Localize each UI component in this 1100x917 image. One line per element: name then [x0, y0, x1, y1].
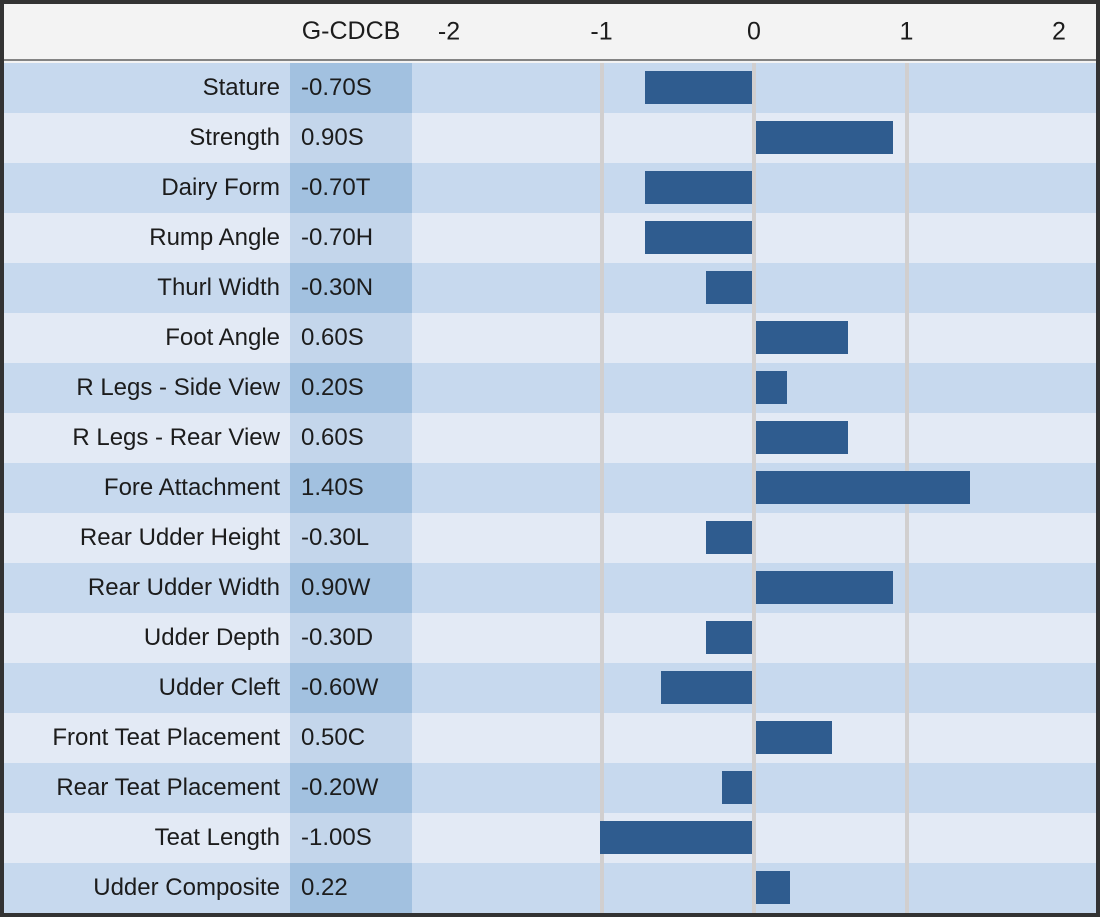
axis-tick-label: -2	[437, 17, 461, 45]
trait-bar	[706, 621, 752, 654]
trait-sta-value: -0.30D	[290, 613, 412, 663]
trait-sta-value: -0.60W	[290, 663, 412, 713]
trait-sta-value: 0.60S	[290, 413, 412, 463]
trait-bar	[756, 421, 848, 454]
trait-label: R Legs - Rear View	[4, 413, 290, 463]
trait-label: Thurl Width	[4, 263, 290, 313]
trait-bar	[756, 571, 894, 604]
trait-bar-area	[412, 163, 1096, 213]
trait-row: R Legs - Rear View 0.60S	[4, 413, 1096, 463]
trait-row: Rear Udder Height -0.30L	[4, 513, 1096, 563]
trait-row: Udder Composite 0.22	[4, 863, 1096, 913]
trait-label: Udder Cleft	[4, 663, 290, 713]
trait-sta-value: -0.30L	[290, 513, 412, 563]
trait-sta-value: -0.30N	[290, 263, 412, 313]
trait-label: Fore Attachment	[4, 463, 290, 513]
trait-row: Rear Udder Width 0.90W	[4, 563, 1096, 613]
axis-tick-labels: -2 -1 0 1 2	[412, 4, 1096, 59]
trait-label: Udder Composite	[4, 863, 290, 913]
trait-bar-area	[412, 113, 1096, 163]
trait-bar	[756, 871, 790, 904]
trait-row: Rump Angle -0.70H	[4, 213, 1096, 263]
value-column-header: G-CDCB	[301, 17, 401, 45]
trait-row: Strength 0.90S	[4, 113, 1096, 163]
trait-sta-value: -0.70H	[290, 213, 412, 263]
trait-bar	[706, 521, 752, 554]
trait-row: Dairy Form -0.70T	[4, 163, 1096, 213]
axis-tick-label: 1	[899, 17, 914, 45]
trait-bar	[756, 371, 787, 404]
trait-sta-value: -1.00S	[290, 813, 412, 863]
trait-row: Stature -0.70S	[4, 63, 1096, 113]
axis-tick-label: 2	[1052, 17, 1066, 45]
trait-label: Udder Depth	[4, 613, 290, 663]
trait-bar	[645, 221, 752, 254]
chart-header: G-CDCB -2 -1 0 1 2	[4, 4, 1096, 61]
trait-sta-value: 0.22	[290, 863, 412, 913]
trait-row: Foot Angle 0.60S	[4, 313, 1096, 363]
trait-bar	[756, 321, 848, 354]
trait-sta-value: 0.60S	[290, 313, 412, 363]
trait-label: Strength	[4, 113, 290, 163]
trait-row: R Legs - Side View 0.20S	[4, 363, 1096, 413]
trait-label: Foot Angle	[4, 313, 290, 363]
trait-bar	[721, 771, 752, 804]
trait-bar-area	[412, 713, 1096, 763]
trait-sta-value: -0.70S	[290, 63, 412, 113]
trait-bar-area	[412, 613, 1096, 663]
trait-bar-area	[412, 463, 1096, 513]
trait-sta-value: 0.20S	[290, 363, 412, 413]
trait-label: Teat Length	[4, 813, 290, 863]
trait-bar-area	[412, 263, 1096, 313]
trait-row: Teat Length -1.00S	[4, 813, 1096, 863]
trait-label: Front Teat Placement	[4, 713, 290, 763]
axis-tick-label: -1	[590, 17, 613, 45]
trait-bar-area	[412, 513, 1096, 563]
trait-bar	[756, 721, 833, 754]
trait-row: Udder Depth -0.30D	[4, 613, 1096, 663]
trait-sta-value: -0.70T	[290, 163, 412, 213]
trait-label: Rear Udder Width	[4, 563, 290, 613]
trait-bar	[645, 71, 752, 104]
trait-bar-area	[412, 313, 1096, 363]
trait-sta-value: 1.40S	[290, 463, 412, 513]
trait-bar	[706, 271, 752, 304]
trait-row: Udder Cleft -0.60W	[4, 663, 1096, 713]
trait-bar-area	[412, 63, 1096, 113]
trait-bar-area	[412, 863, 1096, 913]
trait-label: R Legs - Side View	[4, 363, 290, 413]
trait-label: Rump Angle	[4, 213, 290, 263]
trait-bar-area	[412, 363, 1096, 413]
trait-row: Fore Attachment 1.40S	[4, 463, 1096, 513]
trait-bar	[645, 171, 752, 204]
trait-label: Rear Udder Height	[4, 513, 290, 563]
trait-sta-value: 0.90S	[290, 113, 412, 163]
trait-bar-area	[412, 813, 1096, 863]
trait-bar-area	[412, 563, 1096, 613]
trait-sta-value: 0.90W	[290, 563, 412, 613]
trait-bar	[756, 471, 970, 504]
trait-label: Dairy Form	[4, 163, 290, 213]
axis-tick-label: 0	[747, 17, 761, 45]
trait-sta-value: -0.20W	[290, 763, 412, 813]
trait-bar	[660, 671, 752, 704]
trait-sta-value: 0.50C	[290, 713, 412, 763]
trait-bar	[756, 121, 894, 154]
trait-bar-area	[412, 213, 1096, 263]
trait-bar	[599, 821, 752, 854]
trait-bar-area	[412, 763, 1096, 813]
trait-label: Stature	[4, 63, 290, 113]
trait-label: Rear Teat Placement	[4, 763, 290, 813]
trait-bar-area	[412, 413, 1096, 463]
trait-row: Thurl Width -0.30N	[4, 263, 1096, 313]
chart-body: Stature -0.70S Strength 0.90S Dairy Form -0.7…	[4, 63, 1096, 913]
trait-row: Rear Teat Placement -0.20W	[4, 763, 1096, 813]
trait-row: Front Teat Placement 0.50C	[4, 713, 1096, 763]
trait-bar-area	[412, 663, 1096, 713]
